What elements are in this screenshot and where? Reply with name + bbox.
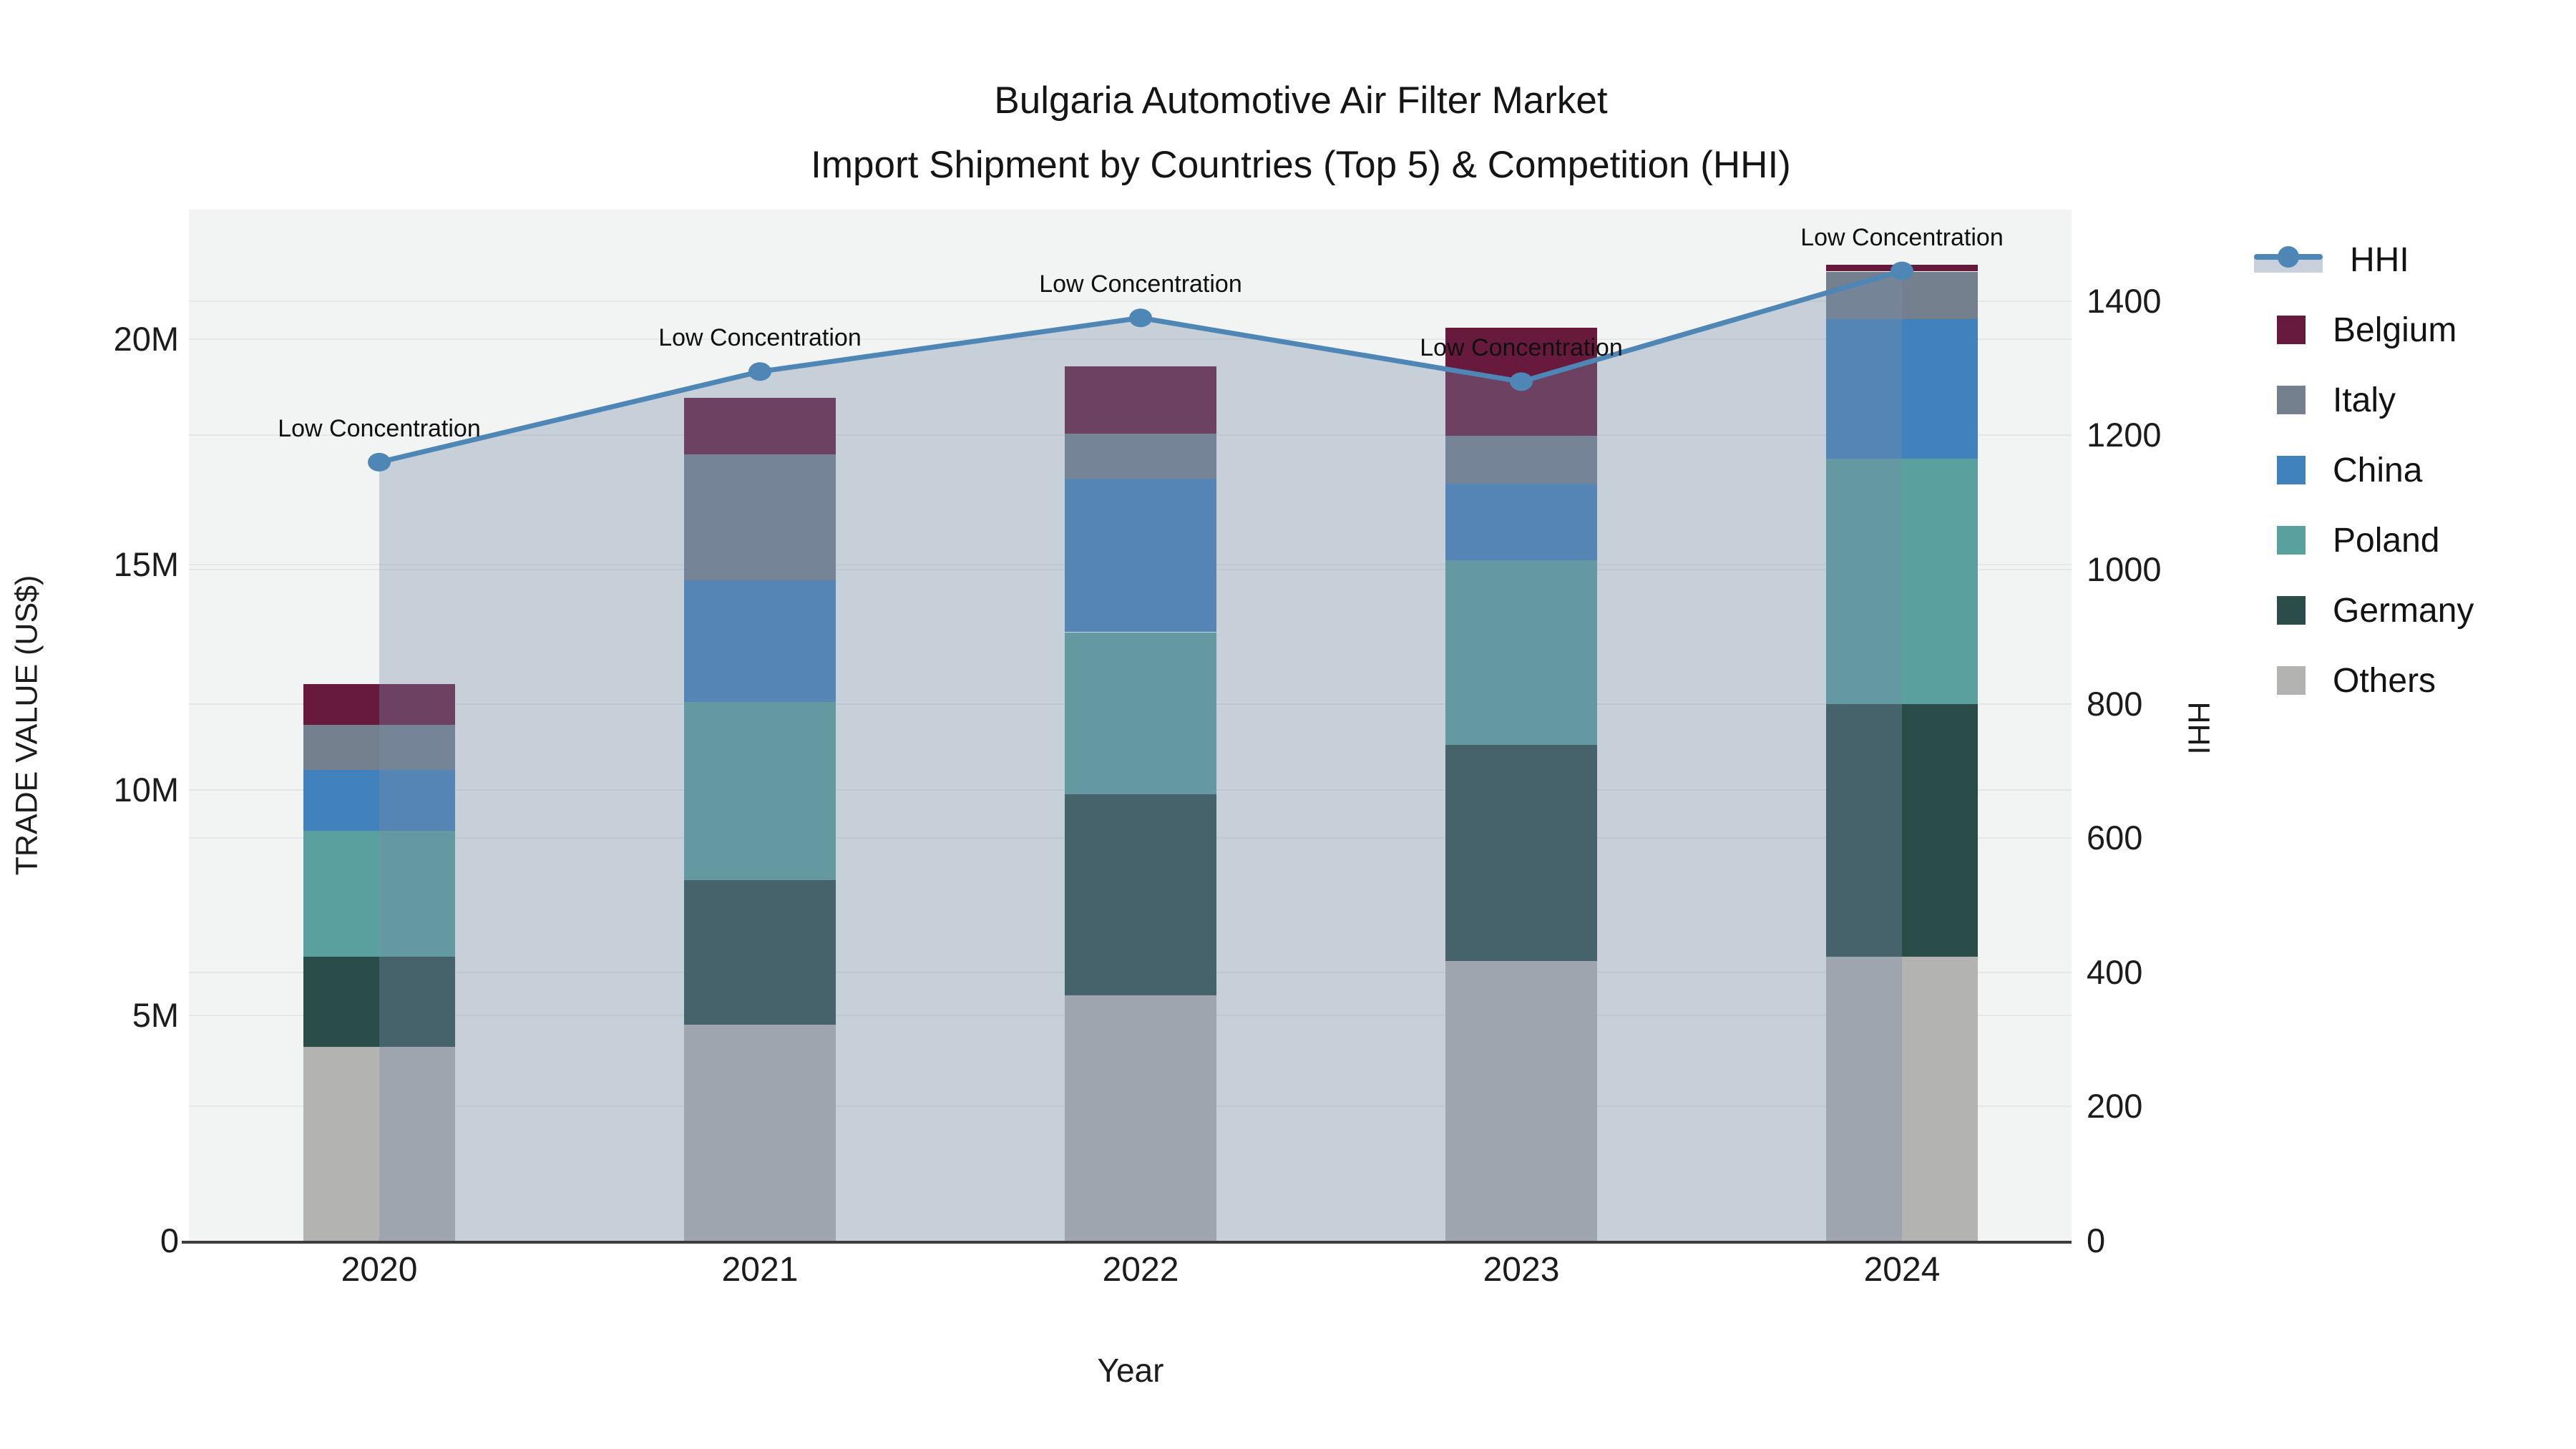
hhi-area-fill [379, 270, 1902, 1241]
bar-segment-poland-2022[interactable] [1065, 632, 1216, 795]
hhi-marker-2022[interactable] [1129, 308, 1152, 328]
hhi-line-legend-icon [2254, 244, 2323, 275]
bar-segment-germany-2020[interactable] [303, 957, 455, 1048]
y-right-tick-200: 200 [2087, 1087, 2143, 1126]
legend-item-belgium[interactable]: Belgium [2254, 299, 2457, 361]
legend-item-poland[interactable]: Poland [2254, 509, 2439, 571]
annotation-2024: Low Concentration [1800, 223, 2004, 251]
bar-segment-others-2022[interactable] [1065, 995, 1216, 1241]
gridline [189, 300, 2072, 302]
legend-label: Others [2333, 661, 2436, 700]
y-right-tick-1400: 1400 [2087, 281, 2162, 320]
x-tick-2021: 2021 [721, 1251, 799, 1289]
bar-segment-germany-2023[interactable] [1445, 745, 1597, 962]
legend-item-germany[interactable]: Germany [2254, 580, 2474, 641]
x-tick-2020: 2020 [341, 1251, 418, 1289]
bar-segment-others-2023[interactable] [1445, 961, 1597, 1241]
germany-swatch-icon [2277, 596, 2306, 625]
legend-label: Germany [2333, 591, 2474, 630]
y-right-tick-400: 400 [2087, 952, 2143, 991]
poland-swatch-icon [2277, 526, 2306, 555]
bar-segment-belgium-2022[interactable] [1065, 366, 1216, 434]
bar-segment-italy-2020[interactable] [303, 724, 455, 770]
chart-title: Bulgaria Automotive Air Filter Market Im… [0, 69, 2576, 197]
chart-title-line2: Import Shipment by Countries (Top 5) & C… [811, 144, 1791, 186]
y-right-tick-1000: 1000 [2087, 550, 2162, 588]
bar-segment-belgium-2020[interactable] [303, 683, 455, 725]
bar-segment-italy-2021[interactable] [684, 454, 836, 581]
legend-label: Belgium [2333, 311, 2457, 349]
x-tick-2023: 2023 [1483, 1251, 1560, 1289]
legend-label: HHI [2350, 240, 2409, 279]
bar-segment-china-2020[interactable] [303, 769, 455, 831]
hhi-marker-2020[interactable] [368, 452, 391, 472]
bar-segment-italy-2022[interactable] [1065, 434, 1216, 479]
gridline [189, 338, 2072, 340]
others-swatch-icon [2277, 666, 2306, 695]
legend-item-others[interactable]: Others [2254, 650, 2436, 711]
y-right-tick-800: 800 [2087, 684, 2143, 723]
legend-item-hhi[interactable]: HHI [2254, 229, 2409, 291]
bar-segment-germany-2024[interactable] [1826, 704, 1978, 957]
bar-segment-germany-2021[interactable] [684, 880, 836, 1025]
bar-segment-poland-2020[interactable] [303, 830, 455, 957]
annotation-2023: Low Concentration [1420, 334, 1623, 362]
bar-segment-poland-2021[interactable] [684, 702, 836, 880]
bar-segment-germany-2022[interactable] [1065, 794, 1216, 995]
hhi-marker-2023[interactable] [1510, 372, 1533, 391]
y-right-tick-1200: 1200 [2087, 416, 2162, 454]
belgium-swatch-icon [2277, 316, 2306, 344]
y-right-tick-600: 600 [2087, 819, 2143, 857]
legend-label: Poland [2333, 521, 2440, 560]
x-axis-line [182, 1241, 2072, 1244]
x-tick-2022: 2022 [1102, 1251, 1179, 1289]
bar-segment-china-2024[interactable] [1826, 318, 1978, 459]
bar-segment-poland-2024[interactable] [1826, 458, 1978, 705]
bar-segment-china-2023[interactable] [1445, 483, 1597, 560]
bar-segment-others-2024[interactable] [1826, 957, 1978, 1241]
y-left-tick-0: 0 [160, 1221, 179, 1259]
y-left-tick-20M: 20M [113, 320, 179, 358]
chart-title-line1: Bulgaria Automotive Air Filter Market [994, 79, 1608, 122]
bar-segment-poland-2023[interactable] [1445, 560, 1597, 745]
bar-segment-china-2022[interactable] [1065, 479, 1216, 633]
italy-swatch-icon [2277, 386, 2306, 414]
y-left-tick-15M: 15M [113, 545, 179, 583]
x-axis-title: Year [1097, 1352, 1164, 1389]
legend-item-china[interactable]: China [2254, 439, 2422, 501]
annotation-2022: Low Concentration [1039, 270, 1242, 298]
bar-segment-others-2021[interactable] [684, 1024, 836, 1241]
bar-segment-china-2021[interactable] [684, 580, 836, 703]
hhi-marker-2024[interactable] [1890, 261, 1913, 280]
x-tick-2024: 2024 [1863, 1251, 1941, 1289]
annotation-2021: Low Concentration [658, 324, 862, 352]
y-left-tick-5M: 5M [132, 996, 179, 1034]
y-left-tick-10M: 10M [113, 771, 179, 809]
hhi-marker-2021[interactable] [748, 362, 771, 381]
china-swatch-icon [2277, 456, 2306, 484]
bar-segment-italy-2023[interactable] [1445, 436, 1597, 484]
bar-segment-belgium-2021[interactable] [684, 397, 836, 454]
legend-label: Italy [2333, 381, 2396, 419]
legend-item-italy[interactable]: Italy [2254, 369, 2396, 431]
y-right-tick-0: 0 [2087, 1221, 2106, 1259]
legend-label: China [2333, 451, 2423, 489]
bar-segment-others-2020[interactable] [303, 1047, 455, 1241]
annotation-2020: Low Concentration [278, 414, 481, 442]
